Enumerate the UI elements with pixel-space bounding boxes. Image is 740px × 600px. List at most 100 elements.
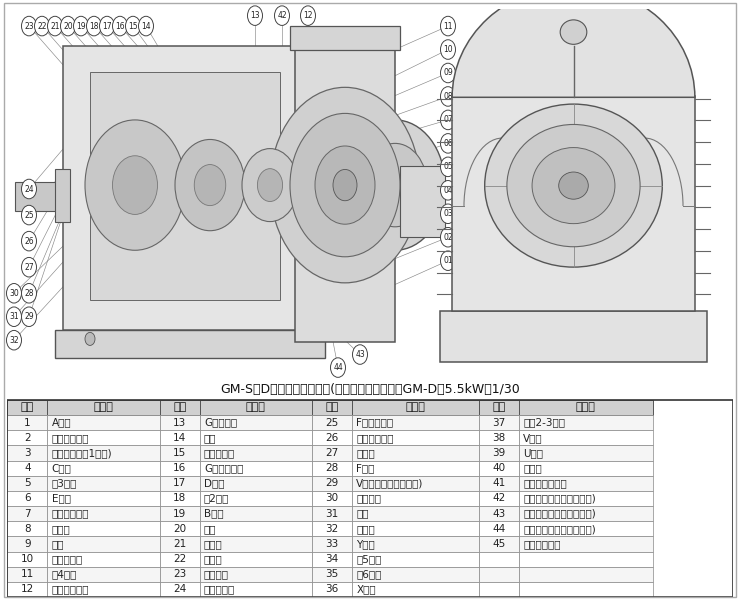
Circle shape [242,149,298,221]
Circle shape [363,143,427,227]
Text: 20: 20 [63,22,73,31]
FancyBboxPatch shape [200,430,312,445]
FancyBboxPatch shape [160,415,200,430]
Text: 26: 26 [326,433,339,443]
Text: Gブラケット: Gブラケット [204,463,243,473]
Circle shape [440,86,456,106]
Text: 27: 27 [24,263,34,272]
Text: 第2歯車: 第2歯車 [204,493,229,503]
Text: 油面計（オイル潤滑のみ): 油面計（オイル潤滑のみ) [523,509,596,518]
Text: 30: 30 [9,289,19,298]
Text: 鋼ワッシャー: 鋼ワッシャー [52,584,89,595]
FancyBboxPatch shape [200,476,312,491]
FancyBboxPatch shape [479,566,519,582]
FancyBboxPatch shape [7,400,47,415]
FancyBboxPatch shape [160,491,200,506]
Text: ファン: ファン [356,448,375,458]
FancyBboxPatch shape [7,445,47,461]
Circle shape [440,251,456,271]
FancyBboxPatch shape [160,521,200,536]
Text: 給油栓（オイル潤滑のみ): 給油栓（オイル潤滑のみ) [523,493,596,503]
Text: 03: 03 [443,209,453,218]
FancyBboxPatch shape [479,461,519,476]
Text: 06: 06 [443,139,453,148]
Circle shape [21,257,36,277]
Text: 14: 14 [141,22,151,31]
Text: 24: 24 [173,584,186,595]
FancyBboxPatch shape [312,551,352,566]
Text: 34: 34 [326,554,339,564]
Text: 38: 38 [492,433,505,443]
FancyBboxPatch shape [47,536,160,551]
Text: 19: 19 [173,509,186,518]
Text: 12: 12 [21,584,34,595]
Text: 13: 13 [173,418,186,428]
Text: 排油栓（オイル潤滑のみ): 排油栓（オイル潤滑のみ) [523,524,596,534]
Text: 24: 24 [24,185,34,193]
Text: ギヤケース: ギヤケース [52,554,83,564]
FancyBboxPatch shape [47,445,160,461]
FancyBboxPatch shape [47,415,160,430]
Text: 出力軸: 出力軸 [52,524,70,534]
Text: U軸受: U軸受 [523,448,543,458]
Circle shape [85,120,185,250]
Text: 4: 4 [24,463,30,473]
Text: 中間2-3歯車: 中間2-3歯車 [523,418,565,428]
FancyBboxPatch shape [479,476,519,491]
FancyBboxPatch shape [7,491,47,506]
FancyBboxPatch shape [519,582,653,597]
Text: 18: 18 [90,22,98,31]
Text: 45: 45 [492,539,505,549]
FancyBboxPatch shape [200,506,312,521]
Circle shape [7,283,21,303]
FancyBboxPatch shape [55,169,70,221]
FancyBboxPatch shape [160,430,200,445]
Circle shape [194,164,226,206]
Circle shape [247,6,263,25]
Text: 36: 36 [326,584,339,595]
Text: GM-S，D形ギヤードモータ(オイル潤滑）　例，GM-D　5.5kW　1/30: GM-S，D形ギヤードモータ(オイル潤滑） 例，GM-D 5.5kW 1/30 [220,383,520,397]
FancyBboxPatch shape [479,521,519,536]
Text: Gパッキン: Gパッキン [204,418,237,428]
Text: 5: 5 [24,478,30,488]
Circle shape [73,16,89,36]
Circle shape [333,169,357,201]
Text: キー: キー [356,509,369,518]
Circle shape [559,172,588,199]
Text: 締付ボルト: 締付ボルト [204,448,235,458]
FancyBboxPatch shape [519,415,653,430]
FancyBboxPatch shape [352,536,479,551]
Text: 10: 10 [21,554,34,564]
FancyBboxPatch shape [479,430,519,445]
FancyBboxPatch shape [519,491,653,506]
Text: 33: 33 [326,539,339,549]
Text: 43: 43 [355,350,365,359]
Text: Vリング（屋外形のみ): Vリング（屋外形のみ) [356,478,423,488]
Circle shape [35,16,50,36]
FancyBboxPatch shape [519,461,653,476]
Text: 30: 30 [326,493,338,503]
FancyBboxPatch shape [519,400,653,415]
FancyBboxPatch shape [160,445,200,461]
FancyBboxPatch shape [352,400,479,415]
FancyBboxPatch shape [160,566,200,582]
Circle shape [21,232,36,251]
Text: 3: 3 [24,448,30,458]
Text: 23: 23 [173,569,186,579]
Circle shape [507,124,640,247]
FancyBboxPatch shape [200,521,312,536]
Circle shape [21,179,36,199]
Circle shape [47,16,62,36]
Circle shape [440,181,456,200]
Text: 08: 08 [443,92,453,101]
FancyBboxPatch shape [295,48,395,341]
FancyBboxPatch shape [352,582,479,597]
Circle shape [21,16,36,36]
Text: 18: 18 [173,493,186,503]
FancyBboxPatch shape [479,491,519,506]
FancyBboxPatch shape [63,46,303,330]
FancyBboxPatch shape [479,400,519,415]
Circle shape [258,169,283,202]
FancyBboxPatch shape [312,430,352,445]
Text: F軸受: F軸受 [356,463,374,473]
